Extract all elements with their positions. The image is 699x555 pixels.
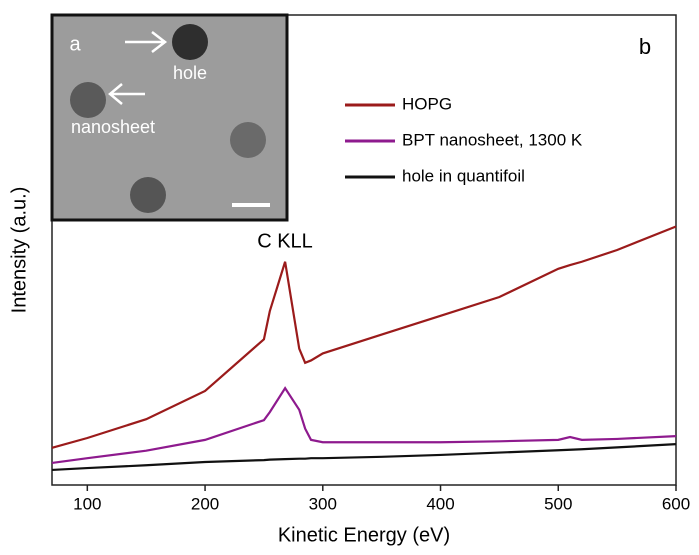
x-tick-label: 400 bbox=[426, 494, 454, 513]
nanosheet-disc bbox=[130, 177, 166, 213]
x-tick-label: 200 bbox=[191, 494, 219, 513]
series-line bbox=[52, 227, 676, 448]
inset-label: hole bbox=[173, 63, 207, 83]
x-tick-label: 500 bbox=[544, 494, 572, 513]
page: a hole nanosheet b C KLL Kinetic Energy … bbox=[0, 0, 699, 555]
series-line bbox=[52, 388, 676, 463]
inset-panel-label: a bbox=[69, 33, 81, 55]
series-line bbox=[52, 444, 676, 470]
y-axis-label: Intensity (a.u.) bbox=[8, 187, 30, 314]
x-tick-label: 600 bbox=[662, 494, 690, 513]
legend-label: BPT nanosheet, 1300 K bbox=[402, 130, 583, 149]
legend-label: HOPG bbox=[402, 94, 452, 113]
hole bbox=[172, 24, 208, 60]
legend-label: hole in quantifoil bbox=[402, 166, 525, 185]
nanosheet-disc bbox=[230, 122, 266, 158]
panel-label: b bbox=[639, 34, 651, 59]
x-tick-label: 300 bbox=[309, 494, 337, 513]
nanosheet-disc bbox=[70, 82, 106, 118]
inset: a hole nanosheet bbox=[52, 15, 287, 220]
inset-label: nanosheet bbox=[71, 117, 155, 137]
annotation: C KLL bbox=[257, 230, 313, 252]
chart: a hole nanosheet b C KLL Kinetic Energy … bbox=[0, 0, 699, 550]
x-tick-label: 100 bbox=[73, 494, 101, 513]
x-axis-label: Kinetic Energy (eV) bbox=[278, 524, 450, 546]
